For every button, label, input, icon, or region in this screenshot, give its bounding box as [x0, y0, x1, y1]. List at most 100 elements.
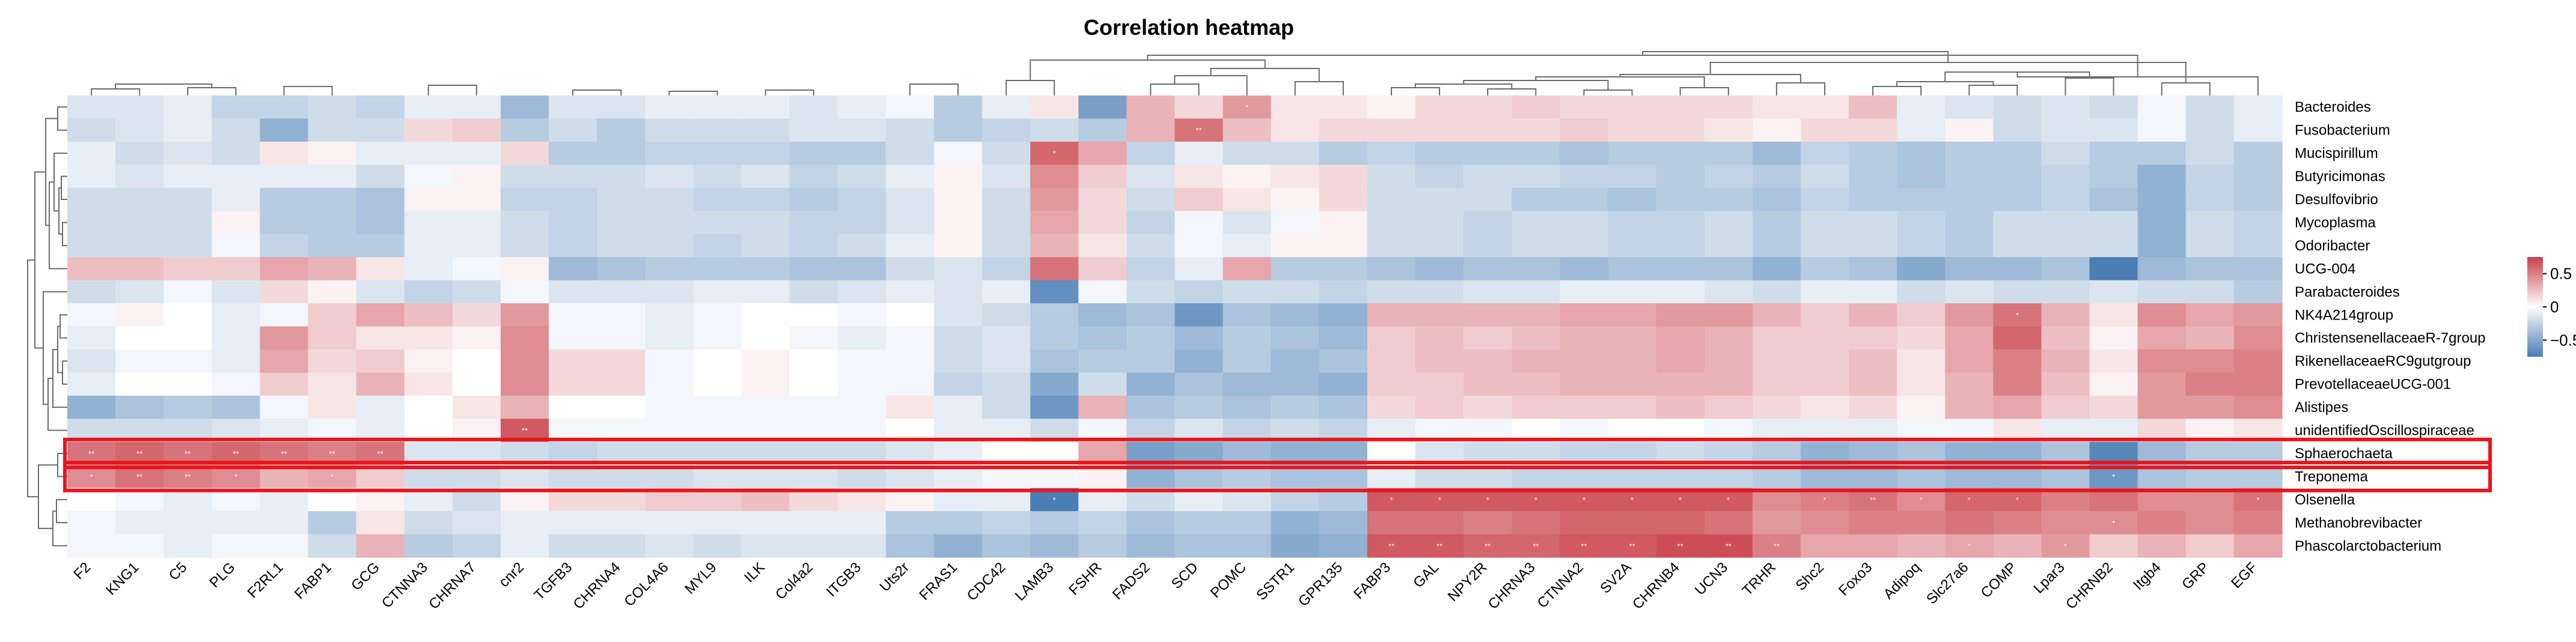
column-label: TRHR — [1739, 559, 1779, 599]
heatmap-cell — [885, 280, 935, 304]
heatmap-cell — [933, 534, 983, 558]
heatmap-cell — [452, 511, 501, 535]
dendrogram-branch — [187, 87, 237, 95]
row-label: PrevotellaceaeUCG-001 — [2295, 377, 2451, 393]
heatmap-cell — [789, 395, 838, 419]
dendrogram-branch — [43, 291, 67, 405]
heatmap-cell — [404, 95, 453, 120]
heatmap-cell — [645, 118, 694, 142]
column-label: CHRNA4 — [570, 559, 624, 613]
heatmap-cell — [1174, 165, 1224, 189]
heatmap-cell — [1463, 511, 1512, 535]
heatmap-cell — [1174, 511, 1224, 535]
row-label: unidentifiedOscillospiraceae — [2295, 423, 2474, 439]
column-label: KNG1 — [103, 559, 142, 598]
heatmap-cell — [1656, 95, 1705, 120]
heatmap-cell — [115, 326, 164, 350]
heatmap-cell — [260, 141, 309, 165]
dendrogram-branch — [909, 83, 959, 95]
heatmap-cell — [260, 187, 309, 211]
heatmap-cell — [2137, 187, 2187, 211]
dendrogram-branch — [45, 118, 58, 226]
dendrogram-branch — [1583, 89, 1633, 95]
row-label: ChristensenellaceaeR-7group — [2295, 330, 2486, 347]
heatmap-cell — [1945, 280, 1994, 304]
heatmap-cell — [1993, 280, 2042, 304]
heatmap-cell — [1222, 326, 1272, 350]
heatmap-cell — [789, 95, 838, 120]
heatmap-cell — [404, 511, 453, 535]
significance-mark: * — [2256, 495, 2259, 504]
heatmap-cell — [789, 303, 838, 327]
heatmap-cell — [163, 234, 212, 258]
heatmap-cell — [1704, 280, 1753, 304]
column-label: CDC42 — [964, 559, 1009, 604]
heatmap-cell — [1849, 118, 1897, 142]
heatmap-cell — [933, 211, 983, 235]
heatmap-cell — [2137, 257, 2187, 281]
heatmap-cell — [597, 349, 646, 373]
significance-mark: * — [1534, 495, 1537, 504]
heatmap-cell — [1271, 280, 1320, 304]
heatmap-cell — [404, 187, 453, 211]
column-label: SSTR1 — [1253, 559, 1298, 604]
heatmap-cell — [2041, 395, 2090, 419]
heatmap-cell — [1608, 165, 1657, 189]
heatmap-cell — [2137, 141, 2187, 165]
heatmap-cell — [837, 372, 887, 396]
heatmap-cell — [163, 118, 212, 142]
heatmap-cell — [1993, 118, 2042, 142]
heatmap-cell — [1608, 234, 1657, 258]
heatmap-cell — [1512, 187, 1560, 211]
heatmap-cell — [2233, 534, 2283, 558]
heatmap-cell — [2185, 141, 2235, 165]
column-label: C5 — [166, 559, 191, 584]
heatmap-cell — [1849, 95, 1897, 120]
heatmap-cell — [1367, 165, 1416, 189]
heatmap-cell — [1463, 257, 1512, 281]
heatmap-cell — [308, 280, 357, 304]
dendrogram-branch — [38, 464, 58, 529]
heatmap-cell — [452, 165, 501, 189]
heatmap-cell — [404, 280, 453, 304]
heatmap-cell — [1415, 141, 1464, 165]
heatmap-cell — [356, 118, 405, 142]
heatmap-cell — [1030, 372, 1079, 396]
heatmap-cell — [645, 141, 694, 165]
heatmap-cell — [597, 95, 646, 120]
heatmap-cell — [982, 257, 1031, 281]
column-label: cnr2 — [496, 559, 527, 590]
dendrogram-branch — [1775, 82, 1825, 95]
heatmap-cell — [1415, 326, 1464, 350]
heatmap-cell — [1512, 95, 1560, 120]
heatmap-cell — [549, 257, 597, 281]
heatmap-cell — [2137, 118, 2187, 142]
heatmap-cell — [1656, 326, 1705, 350]
heatmap-cell — [212, 511, 261, 535]
heatmap-cell — [549, 141, 597, 165]
heatmap-cell — [404, 372, 453, 396]
colorbar-tick-label: 0 — [2550, 298, 2559, 316]
dendrogram-branch — [1174, 75, 1248, 95]
dendrogram-branch — [62, 222, 67, 246]
heatmap-cell — [1415, 280, 1464, 304]
heatmap-cell — [2041, 349, 2090, 373]
heatmap-cell — [693, 326, 742, 350]
heatmap-cell — [1897, 141, 1946, 165]
dendrogram-branch — [47, 378, 67, 431]
heatmap-cell — [1993, 303, 2042, 327]
heatmap-cell — [1078, 187, 1127, 211]
heatmap-cell — [1030, 187, 1079, 211]
heatmap-cell — [549, 372, 597, 396]
heatmap-cell — [163, 141, 212, 165]
heatmap-cell — [1800, 511, 1849, 535]
heatmap-cell — [500, 395, 549, 419]
heatmap-cell — [452, 187, 501, 211]
dendrogram-branch — [115, 83, 213, 89]
highlight-box — [63, 461, 2492, 492]
column-dendrogram — [91, 51, 2259, 95]
heatmap-cell — [1367, 303, 1416, 327]
heatmap-cell — [163, 326, 212, 350]
heatmap-cell — [741, 118, 790, 142]
